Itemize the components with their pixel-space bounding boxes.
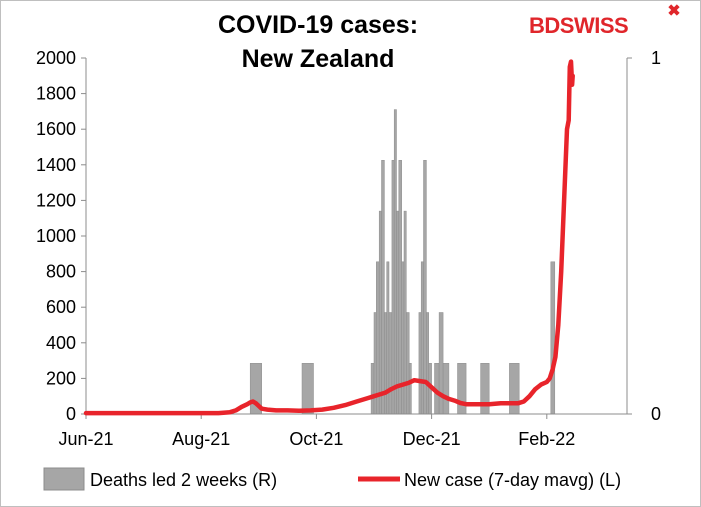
deaths-bar: [442, 363, 450, 415]
left-tick-label: 1800: [36, 84, 76, 104]
deaths-bar: [418, 312, 422, 415]
deaths-bar: [401, 261, 405, 415]
deaths-bar: [420, 261, 424, 415]
left-tick-label: 800: [46, 262, 76, 282]
deaths-bar: [426, 312, 429, 415]
deaths-bar: [391, 160, 395, 415]
deaths-bars: [249, 109, 556, 415]
tick-labels: 0 200 400 600 800 1000 1200 1400 1600 1800 2000 0 1 J…: [36, 48, 661, 449]
x-tick-label: Jun-21: [58, 429, 113, 449]
deaths-bar: [301, 363, 314, 415]
deaths-bar: [550, 261, 556, 415]
left-tick-label: 0: [66, 404, 76, 424]
deaths-bar: [376, 261, 380, 415]
chart-title-line-2: New Zealand: [242, 45, 395, 73]
deaths-bar: [509, 363, 520, 415]
legend-swatch-deaths: [43, 467, 85, 491]
x-tick-label: Feb-22: [518, 429, 575, 449]
deaths-bar: [384, 312, 387, 415]
x-tick-label: Oct-21: [289, 429, 343, 449]
deaths-bar: [370, 363, 375, 415]
swiss-cross-icon: [668, 4, 680, 16]
deaths-bar: [408, 363, 412, 415]
right-tick-label: 1: [651, 48, 661, 68]
deaths-bar: [406, 312, 410, 415]
x-tick-label: Aug-21: [172, 429, 230, 449]
deaths-bar: [423, 160, 427, 415]
left-tick-label: 200: [46, 368, 76, 388]
new-cases-line: [83, 59, 575, 416]
legend-label-deaths: Deaths led 2 weeks (R): [90, 470, 277, 490]
legend: Deaths led 2 weeks (R) New case (7-day m…: [43, 467, 621, 491]
legend-label-new-cases: New case (7-day mavg) (L): [404, 470, 621, 490]
deaths-bar: [381, 160, 385, 415]
left-tick-label: 1000: [36, 226, 76, 246]
deaths-bar: [388, 312, 393, 415]
deaths-bar: [378, 210, 382, 415]
left-tick-label: 400: [46, 333, 76, 353]
left-tick-label: 1400: [36, 155, 76, 175]
left-tick-label: 1200: [36, 190, 76, 210]
new-cases-series-line: [83, 59, 575, 416]
x-tick-label: Dec-21: [403, 429, 461, 449]
deaths-bar: [398, 160, 402, 415]
bdswiss-logo: BDSWISS: [529, 4, 680, 38]
axes: [81, 57, 632, 419]
right-tick-label: 0: [651, 404, 661, 424]
left-tick-label: 2000: [36, 48, 76, 68]
deaths-bar: [373, 312, 377, 415]
left-tick-label: 1600: [36, 119, 76, 139]
deaths-bar: [457, 363, 467, 415]
deaths-bar: [396, 210, 400, 415]
left-tick-label: 600: [46, 297, 76, 317]
deaths-bar: [393, 109, 397, 415]
logo-text: BDSWISS: [529, 13, 628, 38]
deaths-bar: [438, 312, 444, 415]
chart-title-line-1: COVID-19 cases:: [218, 11, 418, 39]
